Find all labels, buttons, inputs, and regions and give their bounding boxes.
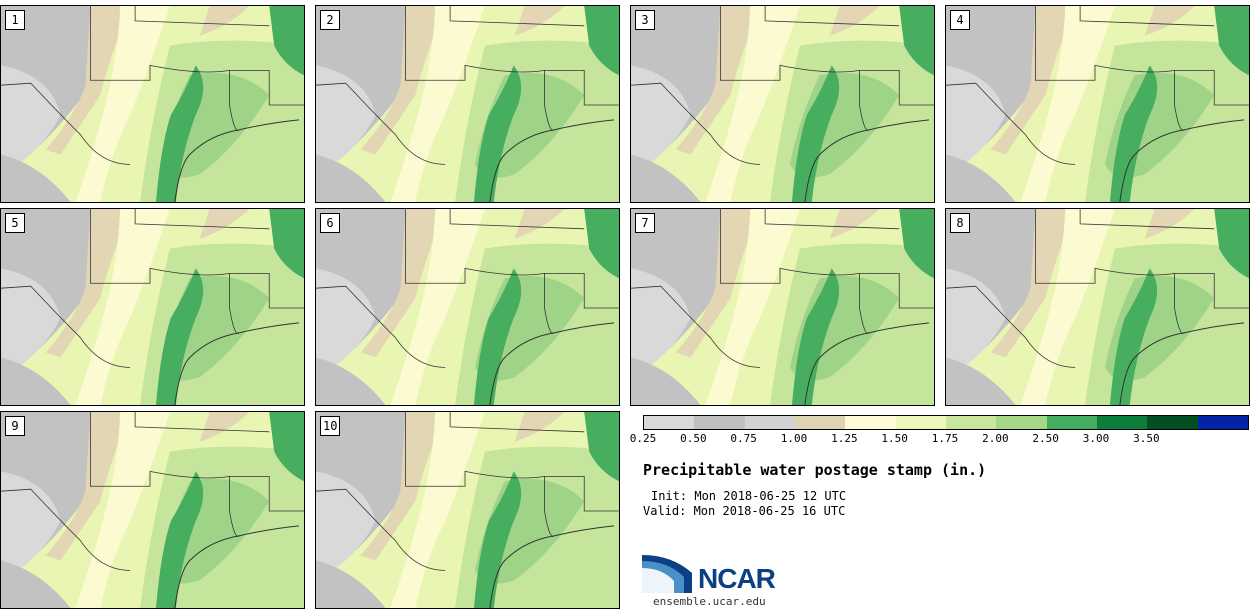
figure-title: Precipitable water postage stamp (in.) <box>643 461 987 479</box>
panel-label: 7 <box>635 213 655 233</box>
init-time: Init: Mon 2018-06-25 12 UTC <box>651 489 847 503</box>
colorbar-swatch <box>1197 416 1248 429</box>
colorbar-swatch <box>644 416 695 429</box>
colorbar-tick-label: 0.25 <box>629 432 657 445</box>
colorbar-tick-label: 0.50 <box>680 432 707 445</box>
valid-time: Valid: Mon 2018-06-25 16 UTC <box>643 504 846 518</box>
stamp-panel-2: 2 <box>315 5 620 203</box>
panel-label: 4 <box>950 10 970 30</box>
colorbar-tick-label: 2.00 <box>982 432 1009 445</box>
stamp-panel-3: 3 <box>630 5 935 203</box>
colorbar-swatch <box>1147 416 1198 429</box>
colorbar-swatch <box>945 416 997 429</box>
stamp-panel-8: 8 <box>945 208 1250 406</box>
stamp-panel-10: 10 <box>315 411 620 609</box>
stamp-panel-5: 5 <box>0 208 305 406</box>
colorbar-swatch <box>1096 416 1148 429</box>
ncar-logo-icon <box>642 555 692 593</box>
colorbar-swatch <box>996 416 1047 429</box>
panel-label: 5 <box>5 213 25 233</box>
map-1 <box>1 6 304 202</box>
map-5 <box>1 209 304 405</box>
map-2 <box>316 6 619 202</box>
map-6 <box>316 209 619 405</box>
logo-text: NCAR <box>698 563 776 594</box>
colorbar <box>643 415 1249 430</box>
map-3 <box>631 6 934 202</box>
website-url: ensemble.ucar.edu <box>653 595 766 608</box>
colorbar-swatch <box>694 416 745 429</box>
colorbar-swatch <box>1046 416 1097 429</box>
colorbar-swatch <box>895 416 946 429</box>
panel-label: 9 <box>5 416 25 436</box>
colorbar-tick-label: 2.50 <box>1032 432 1059 445</box>
map-7 <box>631 209 934 405</box>
colorbar-swatch <box>744 416 795 429</box>
colorbar-ticks: 0.25 0.50 0.75 1.00 1.25 1.50 1.75 2.00 2.50 3.00… <box>630 432 1260 446</box>
colorbar-tick-label: 3.50 <box>1133 432 1160 445</box>
colorbar-swatch <box>845 416 896 429</box>
colorbar-tick-label: 1.50 <box>881 432 908 445</box>
stamp-panel-7: 7 <box>630 208 935 406</box>
colorbar-tick-label: 1.25 <box>831 432 858 445</box>
stamp-panel-4: 4 <box>945 5 1250 203</box>
panel-label: 3 <box>635 10 655 30</box>
colorbar-tick-label: 1.75 <box>931 432 959 445</box>
colorbar-swatch <box>794 416 846 429</box>
map-9 <box>1 412 304 608</box>
panel-label: 8 <box>950 213 970 233</box>
stamp-panel-9: 9 <box>0 411 305 609</box>
map-10 <box>316 412 619 608</box>
panel-label: 2 <box>320 10 340 30</box>
panel-label: 6 <box>320 213 340 233</box>
panel-label: 10 <box>320 416 341 436</box>
stamp-panel-1: 1 <box>0 5 305 203</box>
colorbar-tick-label: 1.00 <box>780 432 808 445</box>
panel-label: 1 <box>5 10 25 30</box>
stamp-panel-6: 6 <box>315 208 620 406</box>
map-4 <box>946 6 1249 202</box>
colorbar-tick-label: 3.00 <box>1082 432 1110 445</box>
map-8 <box>946 209 1249 405</box>
colorbar-tick-label: 0.75 <box>730 432 757 445</box>
